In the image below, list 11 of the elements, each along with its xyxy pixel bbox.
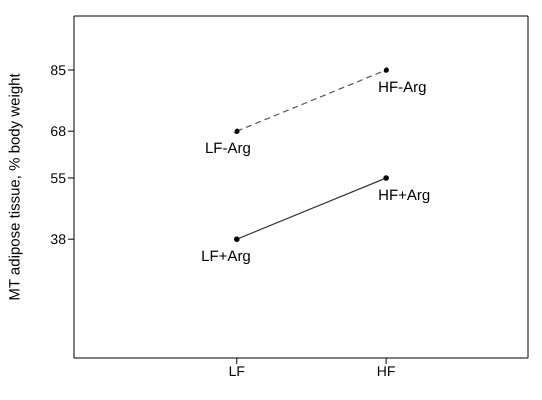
annotation: HF+Arg	[378, 187, 430, 204]
y-axis-title: MT adipose tissue, % body weight	[6, 72, 24, 301]
y-tick-label: 38	[50, 231, 66, 248]
x-tick-label: HF	[376, 362, 396, 379]
annotation: LF-Arg	[204, 140, 251, 158]
annotation: HF-Arg	[378, 79, 426, 96]
y-tick-label: 68	[50, 123, 66, 140]
x-tick-label: LF	[228, 362, 245, 379]
y-tick-label: 85	[50, 62, 66, 78]
y-tick-label: 55	[50, 170, 66, 186]
annotation: LF+Arg	[201, 248, 251, 266]
